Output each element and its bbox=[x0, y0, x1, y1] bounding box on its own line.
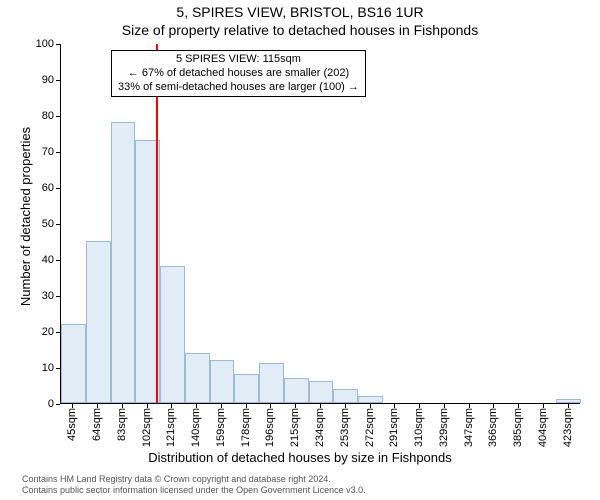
chart-subtitle: Size of property relative to detached ho… bbox=[0, 22, 600, 38]
histogram-bar bbox=[86, 241, 111, 403]
x-tick-mark bbox=[518, 404, 519, 408]
histogram-bar bbox=[259, 363, 284, 403]
y-tick-label: 20 bbox=[42, 326, 54, 338]
histogram-bar bbox=[333, 389, 358, 403]
x-tick-mark bbox=[72, 404, 73, 408]
x-tick-label: 196sqm bbox=[264, 408, 276, 447]
x-tick-label: 45sqm bbox=[66, 408, 78, 441]
x-tick-label: 159sqm bbox=[215, 408, 227, 447]
x-tick-mark bbox=[97, 404, 98, 408]
y-tick-label: 70 bbox=[42, 146, 54, 158]
y-tick-label: 100 bbox=[36, 38, 54, 50]
x-tick-label: 64sqm bbox=[91, 408, 103, 441]
y-tick-label: 80 bbox=[42, 110, 54, 122]
x-tick-mark bbox=[147, 404, 148, 408]
annotation-box: 5 SPIRES VIEW: 115sqm ← 67% of detached … bbox=[111, 50, 366, 97]
x-tick-label: 102sqm bbox=[141, 408, 153, 447]
y-tick-label: 60 bbox=[42, 182, 54, 194]
x-tick-mark bbox=[345, 404, 346, 408]
x-tick-mark bbox=[320, 404, 321, 408]
x-tick-label: 310sqm bbox=[413, 408, 425, 447]
x-tick-mark bbox=[295, 404, 296, 408]
footer-line-1: Contains HM Land Registry data © Crown c… bbox=[22, 474, 366, 485]
histogram-bar bbox=[185, 353, 210, 403]
histogram-bar bbox=[358, 396, 383, 403]
x-tick-label: 272sqm bbox=[364, 408, 376, 447]
histogram-bar bbox=[234, 374, 259, 403]
histogram-bar bbox=[210, 360, 235, 403]
x-tick-mark bbox=[419, 404, 420, 408]
histogram-bar bbox=[284, 378, 309, 403]
x-tick-mark bbox=[122, 404, 123, 408]
x-tick-label: 253sqm bbox=[339, 408, 351, 447]
chart-address-title: 5, SPIRES VIEW, BRISTOL, BS16 1UR bbox=[0, 4, 600, 20]
y-tick-label: 50 bbox=[42, 218, 54, 230]
y-axis-label: Number of detached properties bbox=[18, 37, 33, 216]
x-tick-label: 215sqm bbox=[289, 408, 301, 447]
x-tick-mark bbox=[196, 404, 197, 408]
x-tick-label: 385sqm bbox=[512, 408, 524, 447]
x-tick-label: 423sqm bbox=[562, 408, 574, 447]
x-tick-mark bbox=[568, 404, 569, 408]
x-axis-label: Distribution of detached houses by size … bbox=[0, 450, 600, 465]
x-tick-mark bbox=[394, 404, 395, 408]
histogram-bar bbox=[556, 399, 581, 403]
x-tick-mark bbox=[370, 404, 371, 408]
histogram-bar bbox=[160, 266, 185, 403]
x-tick-label: 140sqm bbox=[190, 408, 202, 447]
x-tick-label: 178sqm bbox=[240, 408, 252, 447]
y-tick-label: 90 bbox=[42, 74, 54, 86]
x-tick-label: 347sqm bbox=[463, 408, 475, 447]
footer-line-2: Contains public sector information licen… bbox=[22, 485, 366, 496]
x-tick-mark bbox=[469, 404, 470, 408]
x-tick-mark bbox=[270, 404, 271, 408]
x-tick-label: 234sqm bbox=[314, 408, 326, 447]
histogram-bar bbox=[61, 324, 86, 403]
annotation-line-3: 33% of semi-detached houses are larger (… bbox=[118, 81, 359, 95]
y-tick-label: 40 bbox=[42, 254, 54, 266]
x-tick-label: 329sqm bbox=[438, 408, 450, 447]
y-tick-label: 0 bbox=[48, 398, 54, 410]
annotation-line-1: 5 SPIRES VIEW: 115sqm bbox=[118, 53, 359, 67]
x-tick-mark bbox=[444, 404, 445, 408]
histogram-bar bbox=[309, 381, 334, 403]
x-tick-label: 404sqm bbox=[537, 408, 549, 447]
x-tick-mark bbox=[221, 404, 222, 408]
x-tick-label: 121sqm bbox=[165, 408, 177, 447]
property-marker-line bbox=[156, 44, 158, 403]
y-tick-label: 10 bbox=[42, 362, 54, 374]
histogram-bar bbox=[111, 122, 136, 403]
x-tick-label: 83sqm bbox=[116, 408, 128, 441]
x-tick-label: 291sqm bbox=[388, 408, 400, 447]
x-tick-label: 366sqm bbox=[487, 408, 499, 447]
annotation-line-2: ← 67% of detached houses are smaller (20… bbox=[118, 67, 359, 81]
histogram-plot: 5 SPIRES VIEW: 115sqm ← 67% of detached … bbox=[60, 44, 580, 404]
y-tick-label: 30 bbox=[42, 290, 54, 302]
x-tick-mark bbox=[543, 404, 544, 408]
x-tick-mark bbox=[493, 404, 494, 408]
attribution-footer: Contains HM Land Registry data © Crown c… bbox=[22, 474, 366, 496]
y-tick-mark bbox=[56, 404, 60, 405]
x-tick-mark bbox=[246, 404, 247, 408]
x-tick-mark bbox=[171, 404, 172, 408]
